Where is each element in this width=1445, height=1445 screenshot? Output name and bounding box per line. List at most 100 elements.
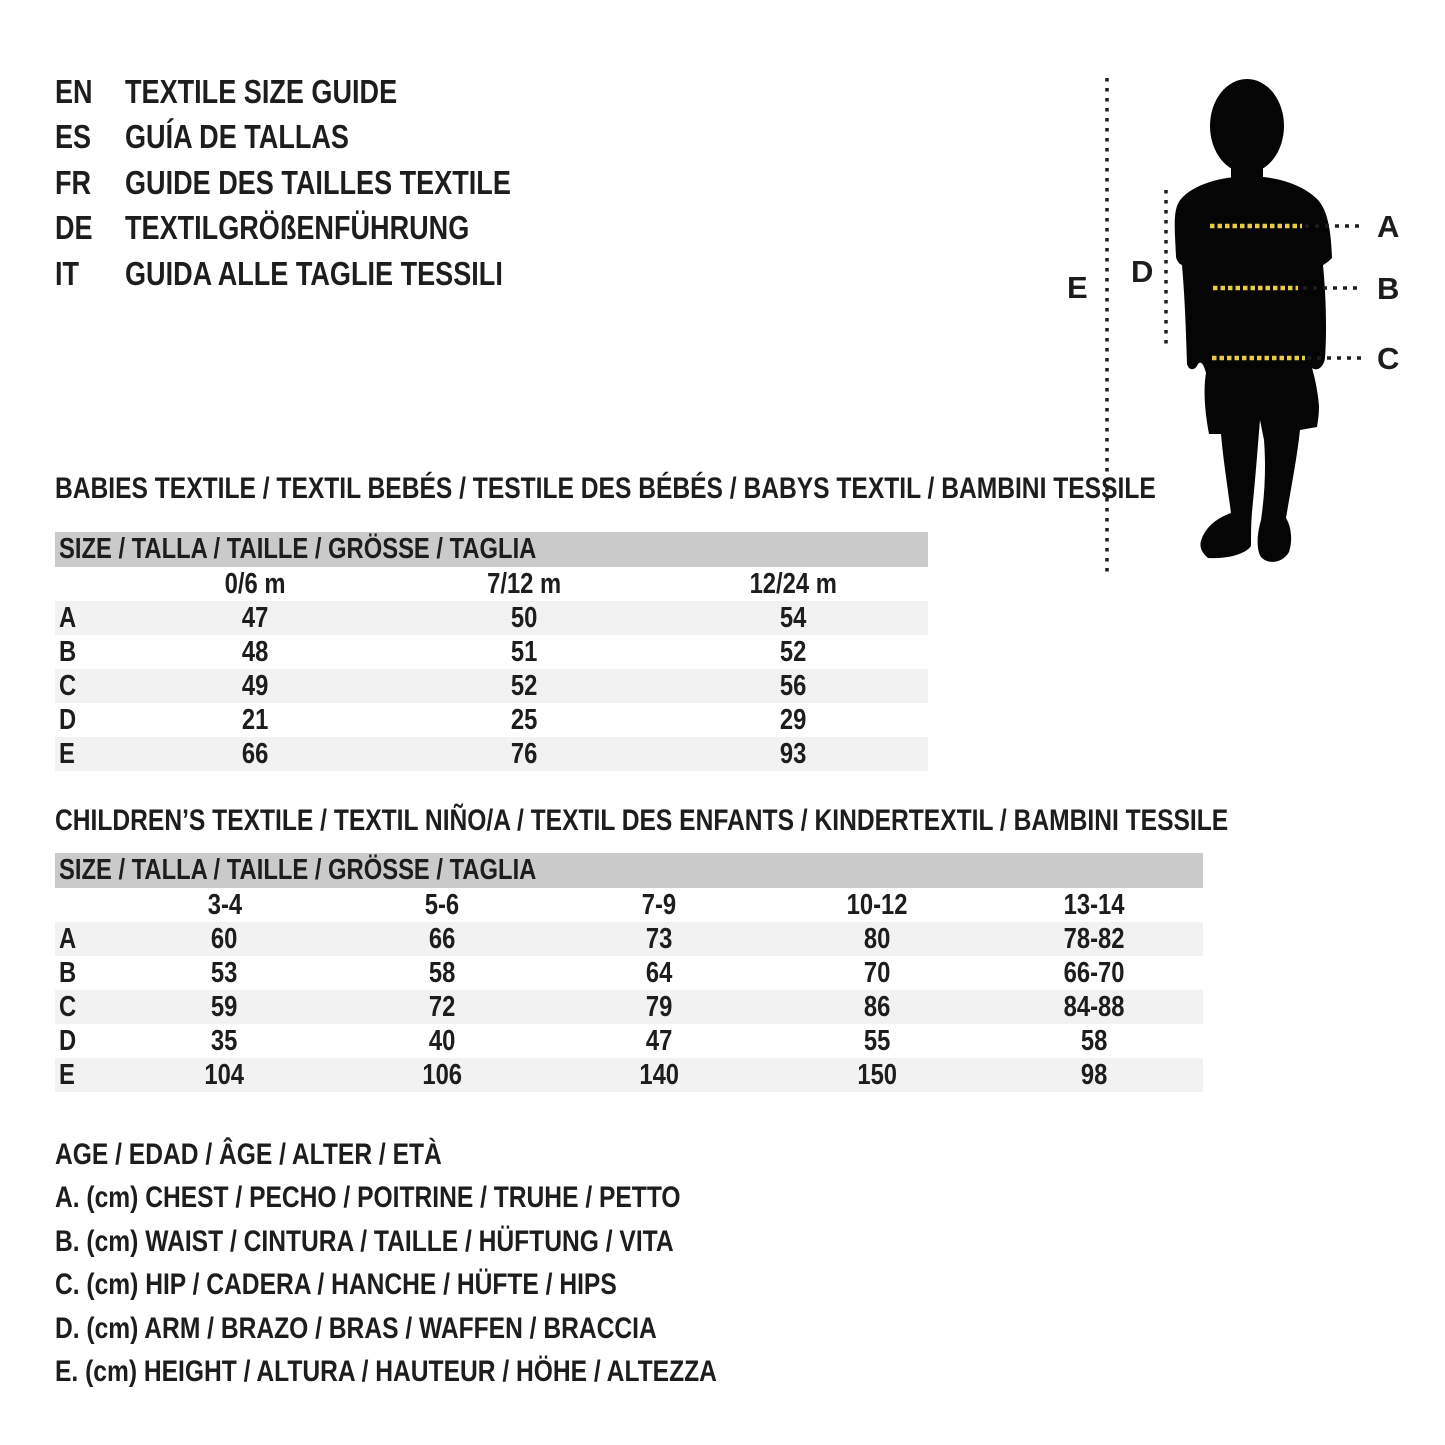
- size-value: 72: [428, 990, 456, 1023]
- size-value: 49: [241, 669, 269, 702]
- size-value: 80: [863, 922, 891, 955]
- size-value: 47: [241, 601, 269, 634]
- size-header-label: SIZE / TALLA / TAILLE / GRÖSSE / TAGLIA: [59, 854, 537, 886]
- guide-title: TEXTILE SIZE GUIDE: [125, 72, 398, 110]
- language-code: EN: [55, 72, 93, 110]
- size-value: 58: [1081, 1024, 1108, 1057]
- size-value: 106: [422, 1058, 462, 1091]
- row-label: B: [59, 956, 77, 989]
- column-header-row: 3-4 5-6 7-9 10-12 13-14: [55, 888, 1203, 922]
- size-value: 64: [646, 956, 673, 989]
- row-label: D: [59, 1024, 77, 1057]
- size-value: 35: [211, 1024, 238, 1057]
- language-row: EN TEXTILE SIZE GUIDE: [55, 69, 596, 115]
- size-value: 50: [510, 601, 538, 634]
- size-value: 53: [211, 956, 238, 989]
- language-header: EN TEXTILE SIZE GUIDE ES GUÍA DE TALLAS …: [55, 69, 596, 297]
- language-row: IT GUIDA ALLE TAGLIE TESSILI: [55, 251, 596, 297]
- row-label: D: [59, 703, 77, 736]
- language-code: DE: [55, 209, 93, 247]
- size-value: 73: [646, 922, 673, 955]
- row-label: A: [59, 922, 77, 955]
- row-label: A: [59, 601, 77, 634]
- row-label: C: [59, 669, 77, 702]
- marker-label-e: E: [1067, 270, 1088, 305]
- column-header: 7-9: [642, 888, 677, 921]
- size-value: 86: [863, 990, 891, 1023]
- column-header: 10-12: [846, 888, 908, 921]
- size-value: 55: [863, 1024, 891, 1057]
- marker-label-d: D: [1131, 254, 1153, 289]
- row-label: B: [59, 635, 77, 668]
- table-row: D 35 40 47 55 58: [55, 1024, 1203, 1058]
- legend-line: AGE / EDAD / ÂGE / ALTER / ETÀ: [55, 1137, 442, 1171]
- table-row: C 49 52 56: [55, 669, 928, 703]
- table-row: A 60 66 73 80 78-82: [55, 922, 1203, 956]
- table-row: C 59 72 79 86 84-88: [55, 990, 1203, 1024]
- child-silhouette-icon: [1174, 79, 1332, 562]
- column-header: 3-4: [207, 888, 242, 921]
- column-header: 5-6: [424, 888, 460, 921]
- size-value: 58: [428, 956, 456, 989]
- marker-label-b: B: [1377, 271, 1399, 306]
- language-code: IT: [55, 254, 80, 292]
- language-row: FR GUIDE DES TAILLES TEXTILE: [55, 160, 596, 206]
- size-value: 54: [779, 601, 807, 634]
- table-row: B 53 58 64 70 66-70: [55, 956, 1203, 990]
- measurement-figure: A B C D E: [1067, 78, 1399, 575]
- marker-label-c: C: [1377, 341, 1399, 376]
- guide-title: GUIDA ALLE TAGLIE TESSILI: [125, 254, 503, 292]
- size-value: 25: [510, 703, 538, 736]
- table-row: B 48 51 52: [55, 635, 928, 669]
- size-header-bar: SIZE / TALLA / TAILLE / GRÖSSE / TAGLIA: [55, 532, 928, 567]
- children-size-table: SIZE / TALLA / TAILLE / GRÖSSE / TAGLIA …: [55, 853, 1203, 1092]
- size-value: 79: [646, 990, 673, 1023]
- legend-line: D. (cm) ARM / BRAZO / BRAS / WAFFEN / BR…: [55, 1311, 657, 1345]
- column-header: 13-14: [1063, 888, 1125, 921]
- column-header: 0/6 m: [224, 567, 286, 600]
- table-row: A 47 50 54: [55, 601, 928, 635]
- legend-line: C. (cm) HIP / CADERA / HANCHE / HÜFTE / …: [55, 1268, 617, 1302]
- babies-size-table: SIZE / TALLA / TAILLE / GRÖSSE / TAGLIA …: [55, 532, 928, 771]
- size-value: 52: [510, 669, 538, 702]
- language-row: ES GUÍA DE TALLAS: [55, 115, 596, 161]
- size-value: 51: [510, 635, 538, 668]
- size-value: 93: [779, 737, 807, 770]
- table-row: E 66 76 93: [55, 737, 928, 771]
- measurement-legend: AGE / EDAD / ÂGE / ALTER / ETÀ A. (cm) C…: [55, 1133, 862, 1394]
- marker-label-a: A: [1377, 209, 1399, 244]
- column-header: 12/24 m: [749, 567, 837, 600]
- size-value: 56: [779, 669, 807, 702]
- size-value: 76: [510, 737, 538, 770]
- size-value: 78-82: [1063, 922, 1125, 955]
- row-label: E: [59, 1058, 75, 1091]
- language-code: FR: [55, 163, 92, 201]
- language-row: DE TEXTILGRÖßENFÜHRUNG: [55, 206, 596, 252]
- column-header: 7/12 m: [486, 567, 561, 600]
- size-value: 70: [863, 956, 891, 989]
- size-value: 84-88: [1063, 990, 1125, 1023]
- size-value: 66: [428, 922, 456, 955]
- size-value: 98: [1081, 1058, 1108, 1091]
- size-header-label: SIZE / TALLA / TAILLE / GRÖSSE / TAGLIA: [59, 533, 537, 565]
- size-value: 21: [241, 703, 269, 736]
- legend-line: E. (cm) HEIGHT / ALTURA / HAUTEUR / HÖHE…: [55, 1355, 717, 1389]
- column-header-row: 0/6 m 7/12 m 12/24 m: [55, 567, 928, 601]
- size-value: 52: [779, 635, 807, 668]
- size-value: 66-70: [1063, 956, 1125, 989]
- size-value: 40: [428, 1024, 456, 1057]
- size-value: 47: [646, 1024, 673, 1057]
- size-value: 48: [241, 635, 269, 668]
- size-value: 140: [639, 1058, 680, 1091]
- size-value: 150: [856, 1058, 897, 1091]
- size-value: 104: [204, 1058, 245, 1091]
- size-value: 66: [241, 737, 269, 770]
- legend-line: A. (cm) CHEST / PECHO / POITRINE / TRUHE…: [55, 1181, 681, 1215]
- row-label: E: [59, 737, 75, 770]
- guide-title: TEXTILGRÖßENFÜHRUNG: [125, 209, 470, 247]
- size-value: 29: [779, 703, 807, 736]
- language-code: ES: [55, 118, 92, 156]
- row-label: C: [59, 990, 77, 1023]
- legend-line: B. (cm) WAIST / CINTURA / TAILLE / HÜFTU…: [55, 1224, 674, 1258]
